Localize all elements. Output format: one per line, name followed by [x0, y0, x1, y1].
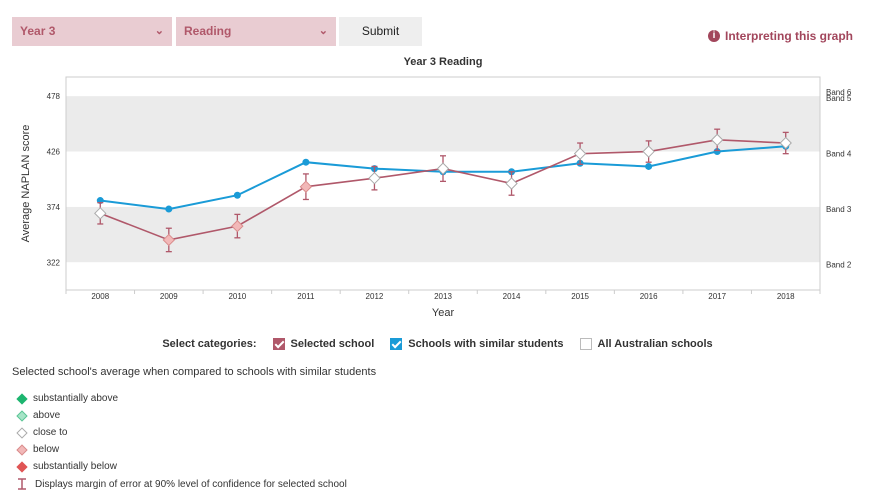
similar-students-option-label[interactable]: Schools with similar students	[408, 338, 564, 350]
selected-school-checkbox[interactable]	[272, 338, 285, 350]
x-tick-label: 2009	[160, 292, 178, 301]
selected-school-point	[436, 162, 450, 175]
selected-school-point	[710, 133, 724, 147]
similar-students-point	[233, 191, 241, 199]
band-label: Band 6	[826, 88, 852, 97]
band-label: Band 2	[826, 260, 852, 269]
band-shade	[66, 206, 820, 263]
domain-select[interactable]: Reading ⌄	[176, 17, 336, 46]
diamond-white-icon	[16, 426, 28, 439]
x-tick-label: 2015	[571, 292, 589, 301]
x-tick-label: 2016	[640, 292, 658, 301]
band-shade	[66, 262, 820, 290]
diamond-green-icon	[16, 392, 28, 405]
selected-school-point	[231, 219, 244, 233]
x-tick-label: 2011	[297, 292, 315, 301]
legend-item: close to	[16, 426, 68, 439]
selected-school-point	[642, 145, 655, 158]
selected-school-point	[368, 171, 381, 185]
band-label: Band 3	[826, 205, 852, 214]
selected-school-point	[299, 180, 313, 193]
x-tick-label: 2008	[91, 292, 109, 301]
similar-students-checkbox[interactable]	[390, 338, 403, 350]
y-tick-label: 426	[47, 148, 61, 157]
legend-label: above	[33, 410, 61, 421]
categories-label: Select categories:	[162, 338, 257, 350]
y-tick-label: 478	[47, 92, 61, 101]
diamond-red-icon	[16, 460, 28, 473]
y-tick-label: 374	[47, 203, 61, 212]
band-shade	[66, 96, 820, 152]
x-tick-label: 2010	[228, 292, 246, 301]
chart-title: Year 3 Reading	[404, 56, 483, 68]
x-axis-label: Year	[432, 307, 455, 319]
submit-button[interactable]: Submit	[339, 17, 422, 46]
interpreting-graph-label: Interpreting this graph	[724, 29, 853, 43]
legend-label: substantially below	[33, 461, 117, 472]
category-selector: Select categories: Selected school Schoo…	[0, 338, 875, 350]
selected-school-point	[162, 233, 176, 247]
selected-school-point	[505, 177, 518, 190]
legend-item: above	[16, 409, 61, 422]
band-label: Band 5	[826, 94, 852, 103]
legend-label: close to	[33, 427, 68, 438]
legend-item: Displays margin of error at 90% level of…	[16, 478, 347, 490]
all-schools-option-label[interactable]: All Australian schools	[597, 338, 713, 350]
band-label: Band 4	[826, 150, 852, 159]
similar-students-point	[645, 162, 653, 170]
domain-select-value: Reading	[184, 24, 232, 38]
band-shade	[66, 77, 820, 97]
info-icon: i	[707, 30, 720, 42]
selected-school-point	[573, 147, 587, 160]
selected-school-point	[779, 136, 792, 150]
y-tick-label: 322	[47, 258, 61, 267]
legend-title: Selected school's average when compared …	[12, 366, 377, 378]
year-select-value: Year 3	[20, 24, 56, 38]
y-axis-label: Average NAPLAN score	[20, 125, 32, 243]
x-tick-label: 2017	[708, 292, 726, 301]
error-bar-icon	[18, 478, 26, 490]
legend-item: below	[16, 443, 60, 456]
plot-frame	[65, 76, 821, 291]
similar-students-point	[713, 148, 721, 156]
year-select[interactable]: Year 3 ⌄	[12, 17, 172, 46]
selected-school-point	[94, 207, 107, 220]
chevron-down-icon: ⌄	[154, 25, 164, 37]
similar-students-point	[165, 205, 173, 213]
chevron-down-icon: ⌄	[318, 25, 328, 37]
x-tick-label: 2014	[503, 292, 521, 301]
diamond-light-green-icon	[16, 409, 28, 422]
legend-item: substantially below	[16, 460, 117, 473]
selected-school-option-label[interactable]: Selected school	[290, 338, 375, 350]
interpreting-graph-link[interactable]: i Interpreting this graph	[707, 29, 853, 43]
legend-label: Displays margin of error at 90% level of…	[35, 478, 347, 490]
legend-item: substantially above	[16, 392, 119, 405]
x-tick-label: 2012	[366, 292, 384, 301]
x-tick-label: 2018	[777, 292, 795, 301]
legend-label: substantially above	[33, 393, 119, 404]
legend-label: below	[33, 444, 60, 455]
x-tick-label: 2013	[434, 292, 452, 301]
all-schools-checkbox[interactable]	[579, 338, 592, 350]
similar-students-point	[302, 158, 310, 166]
diamond-pink-icon	[16, 443, 28, 456]
